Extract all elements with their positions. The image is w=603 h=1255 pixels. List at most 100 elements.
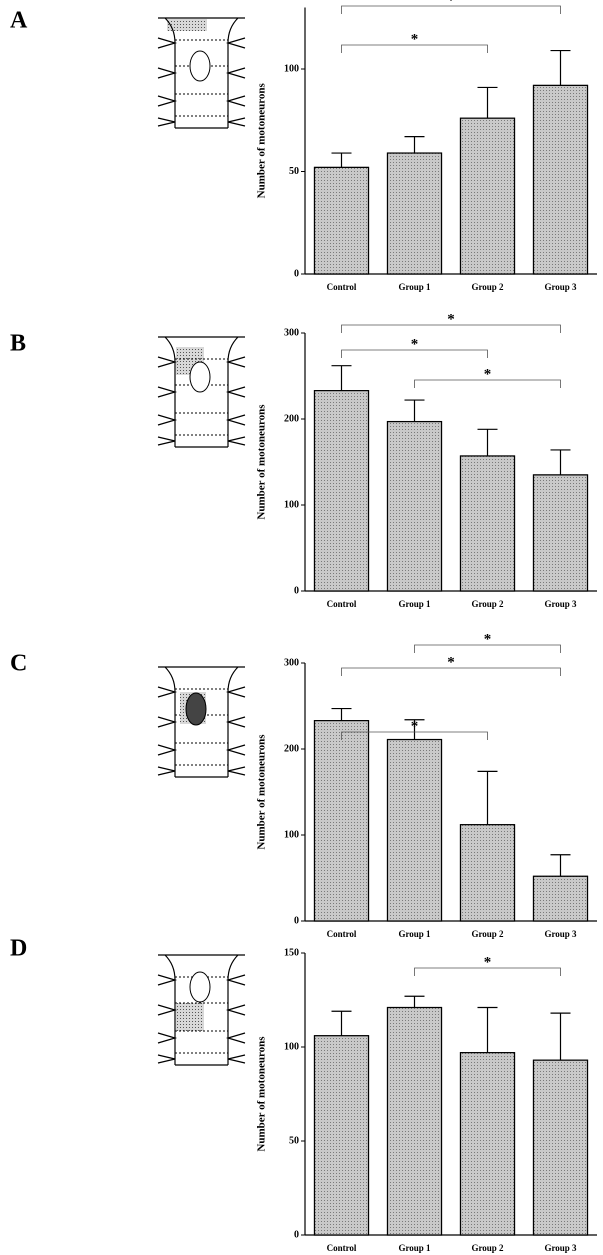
bar-texture: [532, 474, 589, 592]
bar-texture: [532, 1059, 589, 1236]
significance-label: *: [447, 654, 455, 670]
error-bar: [477, 428, 498, 456]
error-bar: [331, 152, 352, 168]
x-tick-label: Group 2: [471, 599, 504, 609]
bar-texture: [532, 875, 589, 922]
significance-label: *: [484, 631, 492, 647]
bar-texture: [459, 824, 516, 922]
significance-bracket: [341, 667, 561, 676]
y-tick-label: 200: [284, 743, 299, 754]
x-tick-label: Group 2: [471, 1243, 504, 1253]
significance-bracket: [414, 644, 561, 653]
lesion: [185, 692, 207, 726]
error-bar: [550, 1012, 571, 1061]
y-tick-label: 0: [294, 1229, 299, 1240]
error-bar: [331, 365, 352, 391]
lesion: [189, 50, 211, 82]
x-tick-label: Group 3: [544, 1243, 577, 1253]
bar-texture: [459, 455, 516, 592]
x-tick-label: Control: [327, 599, 357, 609]
y-axis-label: Number of motoneurons: [256, 1036, 268, 1152]
y-tick-label: 100: [284, 829, 299, 840]
significance-bracket: [414, 379, 561, 388]
shaded-region: [167, 19, 207, 31]
significance-label: *: [411, 31, 419, 47]
y-tick-label: 300: [284, 327, 299, 338]
cord-diagram: [157, 336, 246, 448]
y-tick-label: 300: [284, 657, 299, 668]
error-bar: [550, 49, 571, 86]
bar-texture: [386, 1006, 443, 1236]
x-tick-label: Group 3: [544, 282, 577, 292]
shaded-region: [176, 1003, 204, 1031]
bar-texture: [386, 420, 443, 592]
significance-label: *: [447, 311, 455, 327]
significance-label: *: [411, 336, 419, 352]
error-bar: [477, 770, 498, 825]
x-tick-label: Group 1: [398, 282, 431, 292]
y-tick-label: 150: [284, 947, 299, 958]
lesion: [189, 971, 211, 1003]
error-bar: [477, 1006, 498, 1053]
y-tick-label: 100: [284, 1041, 299, 1052]
y-axis-label: Number of motoneurons: [256, 734, 268, 850]
significance-bracket: [341, 731, 488, 740]
bar-texture: [459, 117, 516, 275]
panel-letter: B: [10, 331, 26, 357]
x-tick-label: Group 2: [471, 929, 504, 939]
bar-texture: [532, 84, 589, 275]
y-tick-label: 100: [284, 499, 299, 510]
error-bar: [331, 1010, 352, 1036]
significance-bracket: [341, 44, 488, 53]
x-tick-label: Control: [327, 929, 357, 939]
x-tick-label: Control: [327, 1243, 357, 1253]
significance-bracket: [341, 5, 561, 14]
error-bar: [404, 719, 425, 740]
significance-label: *: [484, 954, 492, 970]
error-bar: [404, 399, 425, 422]
panel-letter: D: [10, 936, 27, 962]
error-bar: [331, 707, 352, 721]
bar-texture: [313, 720, 370, 922]
y-tick-label: 50: [289, 1135, 299, 1146]
y-tick-label: 200: [284, 413, 299, 424]
cord-diagram: [157, 666, 246, 778]
x-tick-label: Group 2: [471, 282, 504, 292]
bar-texture: [313, 166, 370, 275]
bar-texture: [313, 1035, 370, 1236]
panel-letter: A: [10, 8, 28, 34]
bar-texture: [386, 738, 443, 922]
x-tick-label: Group 1: [398, 1243, 431, 1253]
x-tick-label: Group 1: [398, 929, 431, 939]
y-tick-label: 0: [294, 585, 299, 596]
cord-diagram: [157, 954, 246, 1066]
significance-label: *: [447, 0, 455, 8]
y-tick-label: 50: [289, 166, 299, 177]
error-bar: [477, 86, 498, 119]
x-tick-label: Group 3: [544, 929, 577, 939]
y-tick-label: 0: [294, 915, 299, 926]
x-tick-label: Group 1: [398, 599, 431, 609]
significance-bracket: [414, 967, 561, 976]
error-bar: [550, 854, 571, 877]
bar-texture: [386, 152, 443, 275]
x-tick-label: Group 3: [544, 599, 577, 609]
bar-texture: [313, 390, 370, 592]
significance-bracket: [341, 349, 488, 358]
cord-diagram: [157, 17, 246, 129]
significance-bracket: [341, 324, 561, 333]
error-bar: [550, 449, 571, 475]
y-tick-label: 100: [284, 63, 299, 74]
y-tick-label: 0: [294, 268, 299, 279]
error-bar: [404, 136, 425, 154]
error-bar: [404, 995, 425, 1008]
bar-texture: [459, 1052, 516, 1236]
significance-label: *: [484, 366, 492, 382]
panel-letter: C: [10, 651, 27, 677]
y-axis-label: Number of motoneurons: [256, 404, 268, 520]
x-tick-label: Control: [327, 282, 357, 292]
significance-label: *: [411, 718, 419, 734]
lesion: [189, 361, 211, 393]
y-axis-label: Number of motoneurons: [256, 82, 268, 198]
